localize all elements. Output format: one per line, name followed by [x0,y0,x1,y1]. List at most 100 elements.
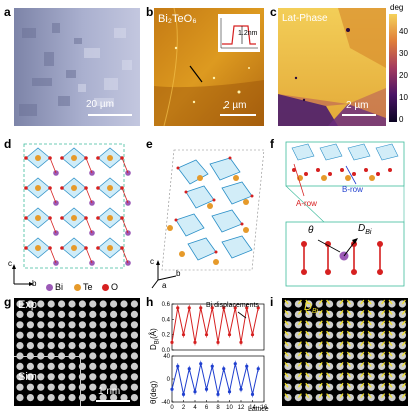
scale-label-a: 20 µm [86,99,114,110]
displacement-arrow [284,299,289,305]
atom-column [37,383,45,391]
legend-label-bi: Bi [55,282,64,292]
atom-column [120,383,128,391]
te-atom [71,185,77,191]
x-tick-label: 12 [238,405,245,411]
data-point [256,306,260,310]
y-tick-label: -40 [161,400,170,406]
bond [121,157,129,174]
atom-column [47,383,55,391]
lateral-phase-map [278,8,386,126]
displacement-arrow [284,320,289,326]
atom-column [26,394,34,402]
atom-column [47,310,55,318]
atom-column [37,373,45,381]
atom-column [68,342,76,350]
displacement-arrow [388,320,393,326]
y-axis-label-top-text: DBi(Å) [149,328,161,350]
atom-column [37,321,45,329]
te-atom [35,155,41,161]
atom-column [47,394,55,402]
data-point [181,392,186,396]
displacement-arrow [326,341,331,346]
displacement-arrow [401,362,406,367]
panel-label-a: a [4,5,11,19]
atom-column [68,331,76,339]
bond [121,217,129,234]
atom-column [120,331,128,339]
optical-micrograph [14,8,140,126]
sim-label: Sim [18,371,37,383]
atom-column [58,362,66,370]
data-point [239,387,243,391]
panel-f-structure: A-row B-row θ DBi [284,140,408,290]
displacement-arrow [326,320,331,326]
data-point [227,333,232,337]
atom-column [89,362,97,370]
displacement-arrow [305,362,310,367]
panel-e-polyhedra [156,144,268,276]
te-atom [107,215,113,221]
displacement-arrow [284,362,289,367]
atom-column [47,300,55,308]
o-atom [48,246,52,250]
displacement-arrow [367,310,372,315]
data-point [187,306,191,310]
displacement-arrow [318,372,323,378]
atom-column [37,394,45,402]
o-atom [96,186,100,190]
displacement-arrow [297,372,302,378]
atom-column [16,373,24,381]
atom-column [58,394,66,402]
atom-column [78,310,86,318]
displacement-arrow [284,393,289,398]
series-line [171,363,259,395]
displacement-arrow [360,299,365,305]
displacement-arrow [339,330,344,336]
atom-column [99,352,107,360]
dbi-label: DBi [358,223,372,237]
atom-column [16,310,24,318]
displacement-arrow [284,382,289,388]
atom-column [78,342,86,350]
atom-column [26,310,34,318]
atom-column [16,300,24,308]
bond [121,187,129,204]
panel-label-f: f [270,137,274,151]
atom-legend: Bi Te O [46,282,146,294]
x-tick-label: 2 [182,405,186,411]
o-atom [48,216,52,220]
atom-column [110,321,118,329]
displacement-arrow [360,320,365,326]
displacement-arrow [346,393,351,398]
theta-label: θ [308,225,314,236]
atom-column [37,342,45,350]
atom-column [110,342,118,350]
data-point [222,306,226,310]
data-point [199,362,203,366]
te-atom [107,245,113,251]
displacement-arrow [318,320,323,326]
atom-column [120,394,128,402]
atom-column [37,310,45,318]
atom-column [26,321,34,329]
atom-column [89,342,97,350]
displacement-arrow [297,330,302,336]
atom-column [130,321,138,329]
data-point [181,333,186,337]
atom-column [78,321,86,329]
atom-column [110,331,118,339]
bond [85,247,93,264]
atom-column [58,342,66,350]
data-point [250,392,255,396]
atom-column [120,321,128,329]
atom-column [89,352,97,360]
x-tick-label: 10 [226,405,233,411]
displacement-arrow [367,341,372,346]
o-atom [96,246,100,250]
atom-column [89,394,97,402]
atom-column [47,331,55,339]
scale-label-b: 2 µm [224,100,247,111]
legend-label-te: Te [83,282,93,292]
exp-label: Exp [18,299,37,311]
